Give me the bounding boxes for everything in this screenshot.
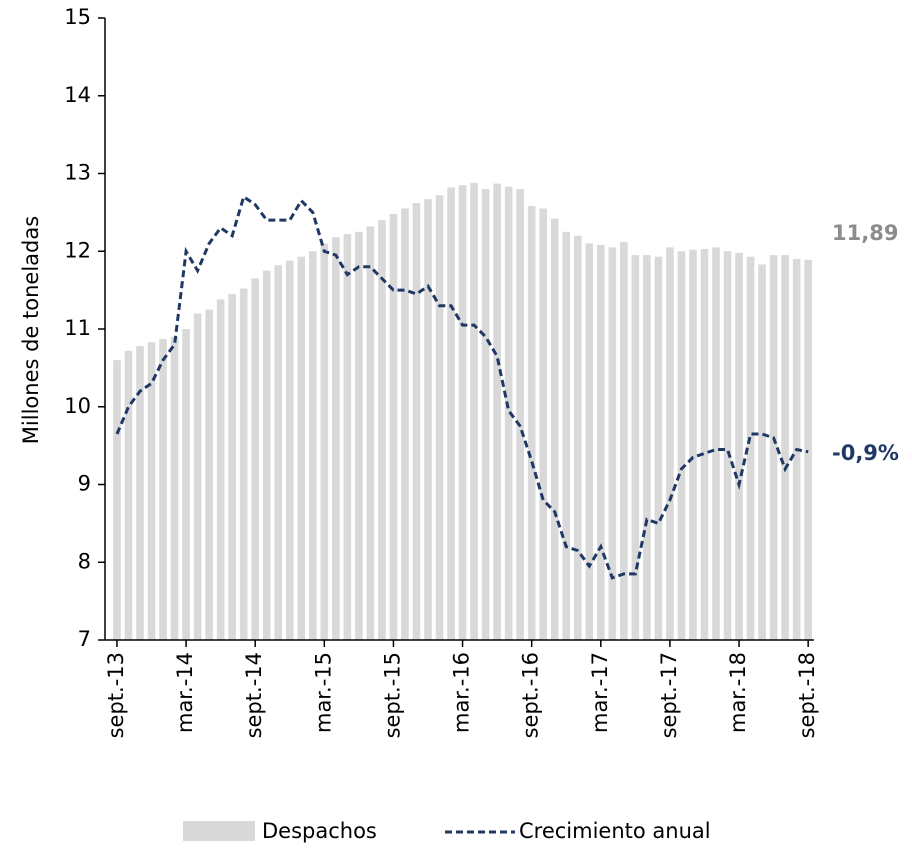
bar [712,247,720,641]
x-tick-label: mar.-14 [173,652,197,733]
bar [378,220,386,640]
bar [527,206,536,640]
x-tick-label: sept.-14 [242,652,266,738]
bar [723,251,732,640]
bar [182,329,190,640]
bar [401,208,409,641]
bar [516,189,524,641]
x-tick-label: sept.-18 [795,652,819,738]
bar [666,247,674,641]
end-annotation: -0,9% [832,441,899,465]
bar [343,234,352,640]
y-tick-label: 15 [64,5,91,29]
bar [458,185,467,640]
bar [320,243,329,640]
x-tick-label: mar.-16 [450,652,474,733]
bar [216,299,225,640]
bar [274,265,283,640]
bar [689,249,697,640]
bar [424,199,432,640]
bar [124,350,133,640]
legend-swatch [183,821,255,841]
y-tick-label: 12 [64,238,91,262]
bar [585,243,594,640]
bar [412,203,421,641]
legend-label: Crecimiento anual [519,819,711,843]
bar [481,189,490,641]
bar [366,226,375,640]
x-tick-label: mar.-17 [588,652,612,733]
y-tick-label: 9 [78,472,91,496]
bar [758,264,766,640]
y-tick-label: 14 [64,83,91,107]
bar [781,255,789,640]
bar [239,288,248,640]
bar [251,278,260,640]
x-tick-label: sept.-15 [380,652,404,738]
bar [228,294,236,640]
bar [285,260,294,640]
y-tick-label: 8 [78,549,91,573]
bar [262,270,271,640]
bar [308,251,317,640]
bar [170,336,179,640]
bar [355,231,363,640]
y-tick-label: 10 [64,394,91,418]
bar [654,256,663,640]
bar [493,183,501,641]
bar [332,237,340,640]
bar [297,256,306,640]
bar [205,309,213,640]
bar [136,346,144,640]
bar [746,256,755,640]
y-tick-label: 11 [64,316,91,340]
bar [389,213,398,640]
y-axis-label: Millones de toneladas [19,216,43,444]
end-annotation: 11,89 [832,221,898,245]
bar [159,339,167,640]
bar [700,248,709,641]
bar [631,255,640,640]
bar [573,235,582,640]
x-tick-label: sept.-13 [104,652,128,738]
y-tick-label: 7 [78,627,91,651]
x-tick-label: mar.-15 [311,652,335,733]
bar [608,247,617,641]
bar [769,255,778,640]
x-tick-label: sept.-16 [519,652,543,738]
bar [113,360,121,640]
bar [193,313,202,640]
bar [677,251,686,640]
y-tick-label: 13 [64,161,91,185]
x-tick-label: mar.-18 [726,652,750,733]
bar [435,195,444,640]
x-tick-label: sept.-17 [657,652,681,738]
bar [596,245,605,640]
bar [470,182,478,640]
bar [550,218,559,640]
bar [804,259,812,640]
bar [620,241,628,641]
line [115,194,809,580]
legend-label: Despachos [262,819,377,843]
bar [539,208,548,641]
bar [147,342,156,640]
bar [562,231,571,640]
bar [447,187,455,640]
bar [504,186,513,640]
bar [643,255,651,640]
bar [735,252,743,640]
